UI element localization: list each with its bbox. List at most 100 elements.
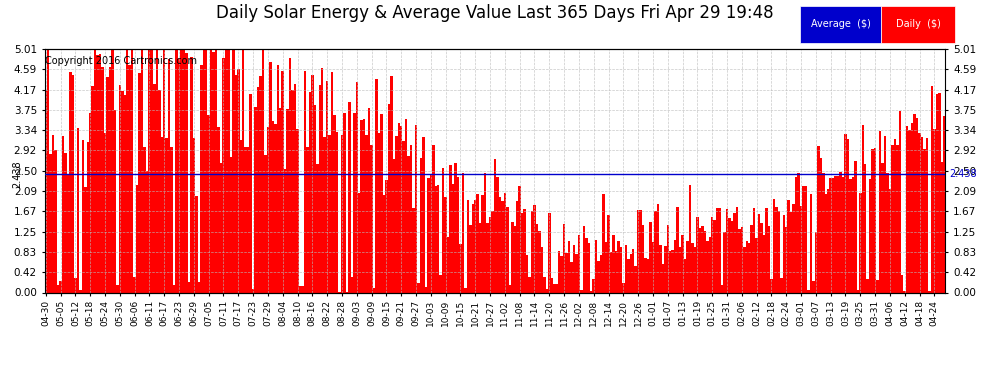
Bar	[649, 222, 651, 292]
Bar	[936, 94, 939, 292]
Bar	[859, 194, 861, 292]
Bar	[124, 95, 126, 292]
Bar	[198, 282, 200, 292]
Bar	[810, 194, 812, 292]
Bar	[906, 126, 909, 292]
Bar	[726, 209, 729, 292]
Bar	[758, 214, 760, 292]
Bar	[795, 177, 797, 292]
Bar	[474, 200, 476, 292]
Bar	[894, 140, 896, 292]
Bar	[165, 138, 168, 292]
Bar	[427, 178, 430, 292]
Bar	[914, 114, 916, 292]
Bar	[435, 186, 437, 292]
Bar	[539, 231, 541, 292]
Bar	[844, 134, 846, 292]
Bar	[509, 285, 511, 292]
Bar	[748, 243, 750, 292]
Bar	[521, 213, 524, 292]
Bar	[565, 252, 568, 292]
Bar	[711, 217, 714, 292]
Bar	[615, 251, 617, 292]
Bar	[940, 162, 943, 292]
Bar	[126, 49, 129, 292]
Text: Average  ($): Average ($)	[811, 20, 870, 29]
Bar	[529, 276, 531, 292]
Bar	[261, 49, 264, 292]
Bar	[924, 149, 926, 292]
Bar	[840, 172, 842, 292]
Bar	[511, 222, 514, 292]
Bar	[101, 68, 104, 292]
Bar	[659, 245, 661, 292]
Bar	[195, 196, 198, 292]
Bar	[943, 116, 945, 292]
Bar	[797, 173, 800, 292]
Bar	[570, 261, 573, 292]
Bar	[407, 156, 410, 292]
Bar	[691, 243, 694, 292]
Bar	[405, 119, 407, 292]
Bar	[109, 67, 111, 292]
Bar	[81, 140, 84, 292]
Bar	[319, 85, 321, 292]
Bar	[116, 285, 119, 292]
Bar	[846, 139, 849, 292]
Bar	[491, 211, 494, 292]
Bar	[66, 174, 69, 292]
Bar	[822, 173, 825, 292]
Bar	[326, 81, 329, 292]
Bar	[899, 111, 901, 292]
Bar	[104, 133, 106, 292]
Bar	[876, 280, 879, 292]
Bar	[716, 208, 719, 292]
Bar	[148, 49, 150, 292]
Bar	[284, 169, 286, 292]
Bar	[420, 158, 422, 292]
Bar	[79, 290, 81, 292]
Bar	[486, 223, 489, 292]
Bar	[642, 225, 644, 292]
Bar	[753, 208, 755, 292]
Bar	[481, 195, 484, 292]
Bar	[775, 207, 777, 292]
Bar	[506, 207, 509, 292]
Bar	[131, 49, 134, 292]
Bar	[721, 285, 724, 292]
Bar	[724, 232, 726, 292]
Bar	[291, 90, 294, 292]
Bar	[534, 205, 536, 292]
Bar	[548, 213, 550, 292]
Bar	[331, 72, 334, 292]
Bar	[464, 288, 466, 292]
Bar	[661, 264, 664, 292]
Bar	[403, 141, 405, 292]
Bar	[526, 255, 529, 292]
Bar	[417, 283, 420, 292]
Bar	[324, 137, 326, 292]
Bar	[168, 59, 170, 292]
Bar	[400, 126, 403, 292]
Bar	[380, 114, 383, 292]
Bar	[183, 49, 185, 292]
Bar	[259, 75, 261, 292]
Bar	[792, 204, 795, 292]
Bar	[879, 130, 881, 292]
Bar	[383, 195, 385, 292]
Bar	[254, 106, 256, 292]
Bar	[223, 58, 225, 292]
Bar	[240, 140, 242, 292]
Bar	[454, 162, 456, 292]
Text: Daily  ($): Daily ($)	[896, 20, 940, 29]
Bar	[479, 223, 481, 292]
Bar	[215, 49, 218, 292]
Bar	[578, 236, 580, 292]
Bar	[334, 115, 336, 292]
Bar	[536, 224, 539, 292]
Bar	[442, 168, 445, 292]
Bar	[180, 49, 183, 292]
Bar	[929, 291, 931, 292]
Bar	[501, 201, 504, 292]
Bar	[541, 247, 544, 292]
